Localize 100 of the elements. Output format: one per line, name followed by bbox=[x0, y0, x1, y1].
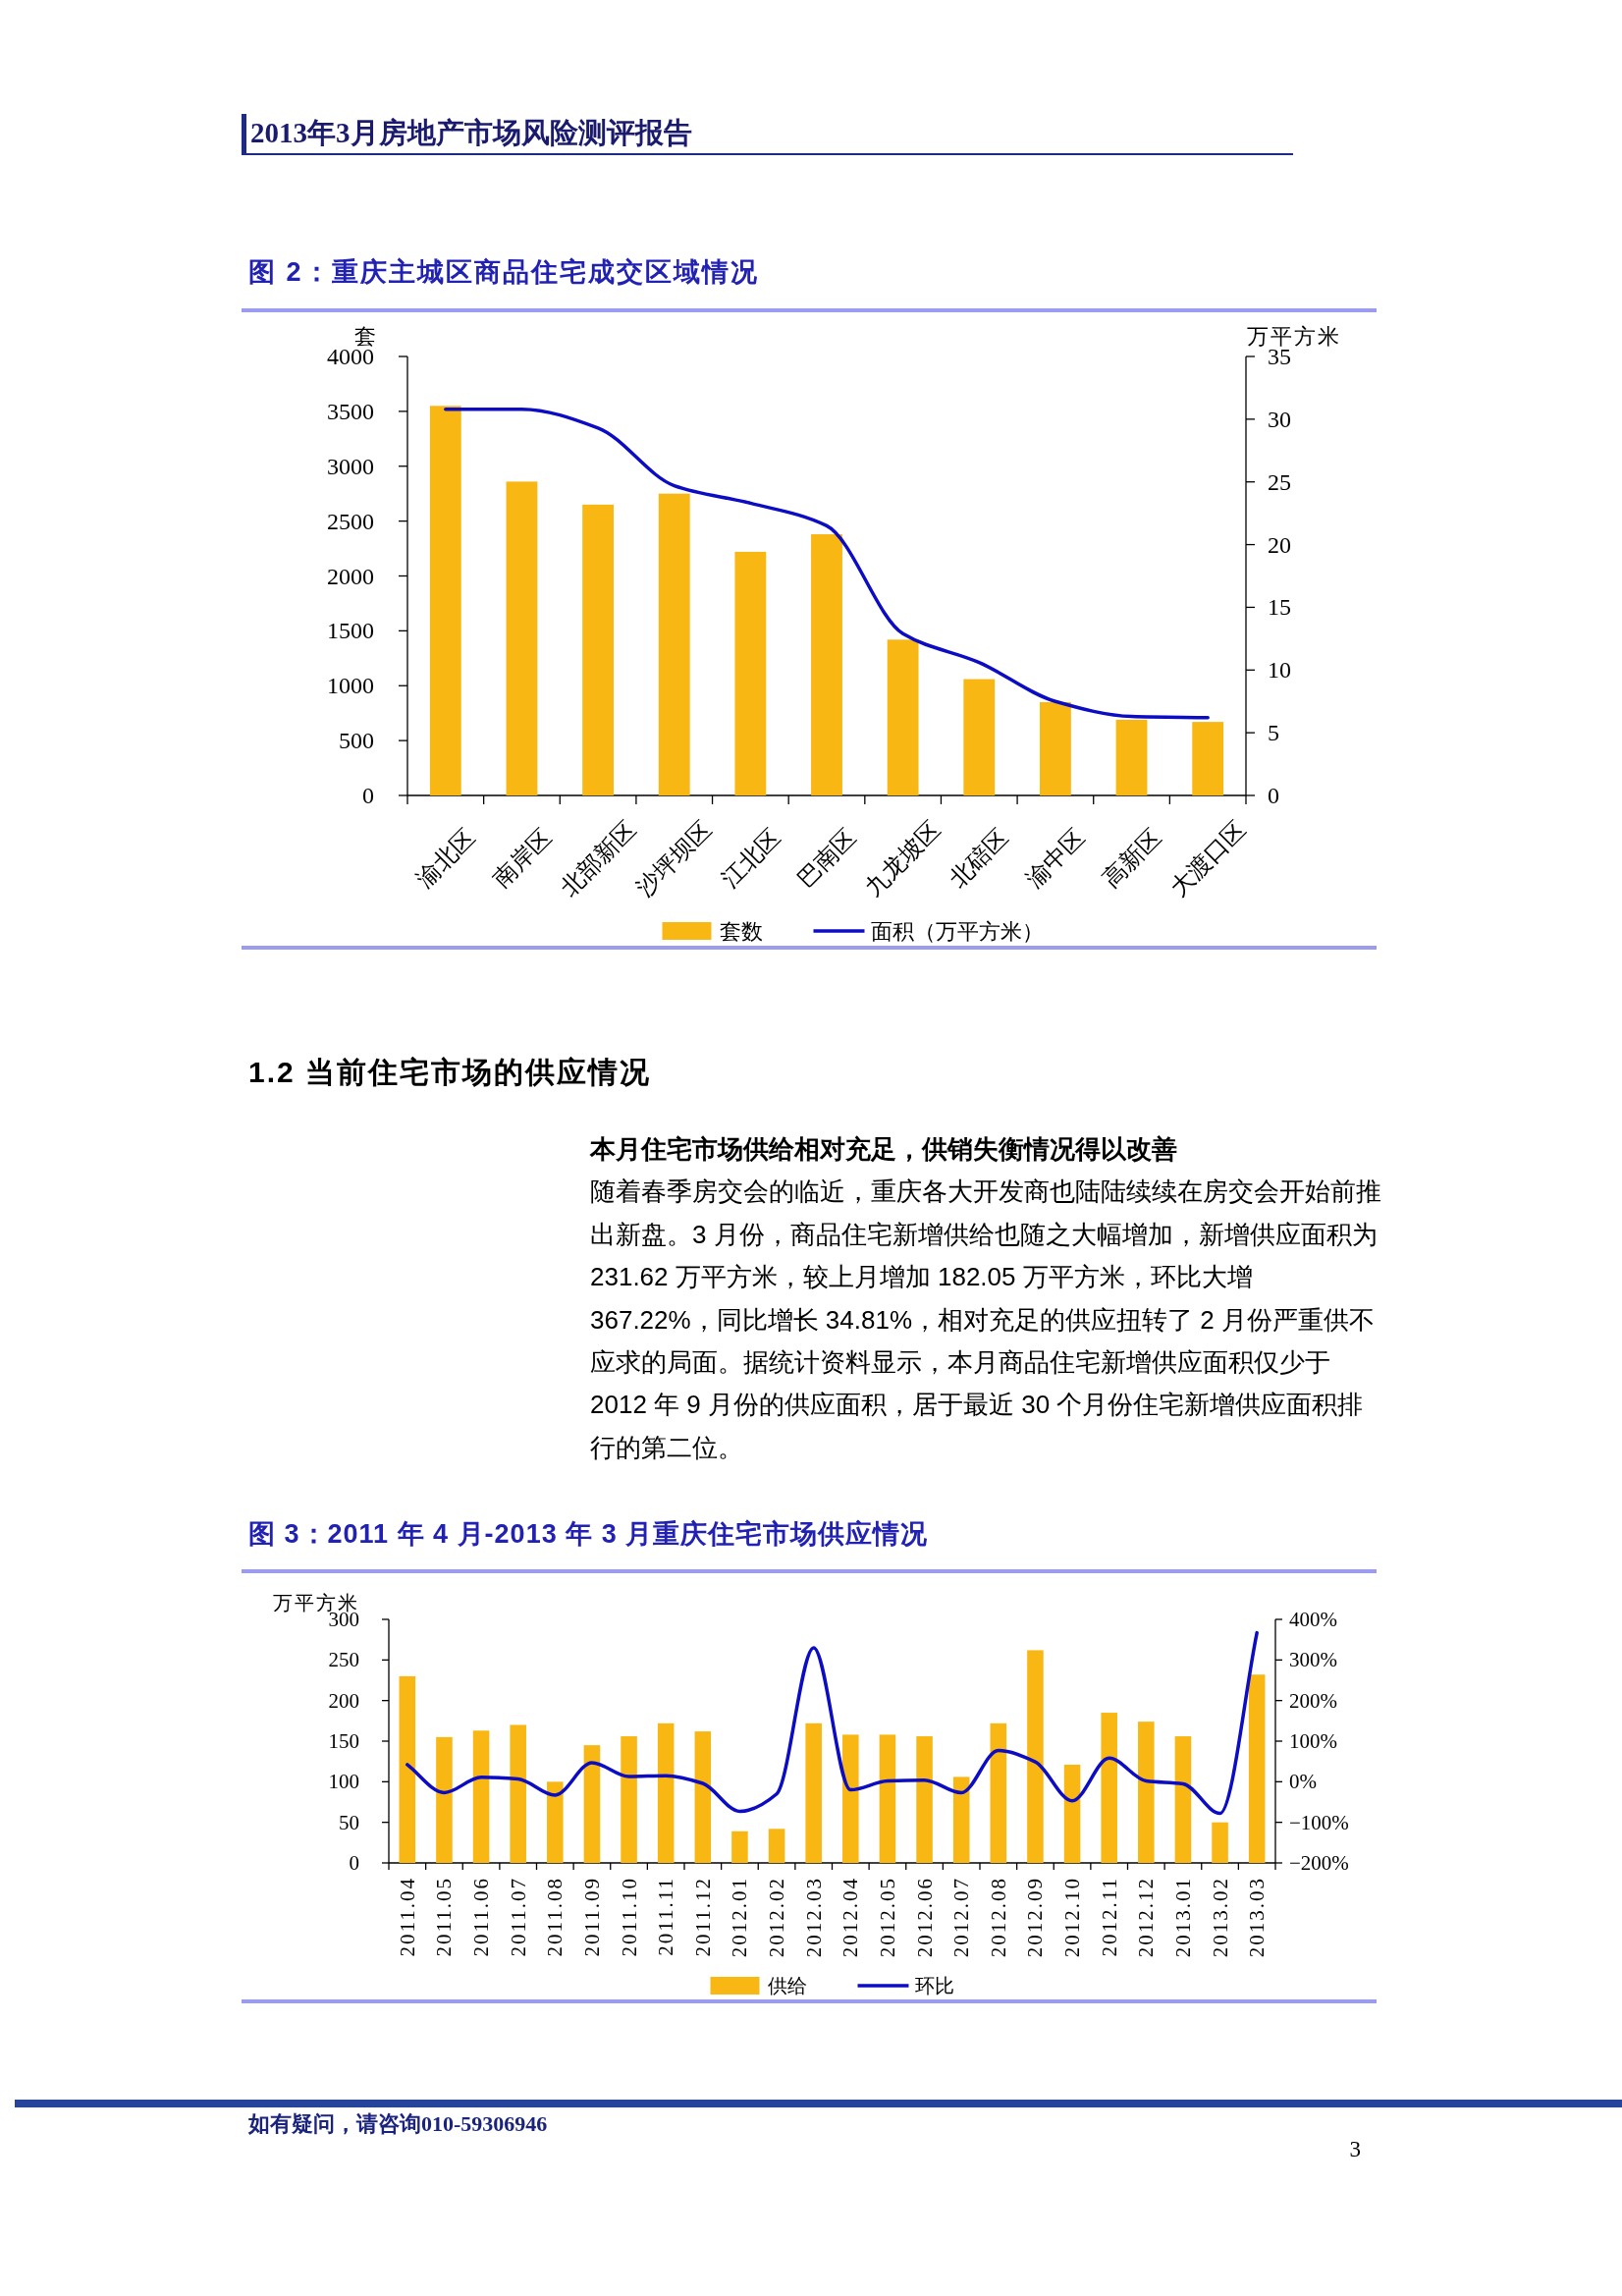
bar bbox=[1212, 1822, 1228, 1863]
y2-tick-label: 0% bbox=[1289, 1770, 1317, 1794]
x-tick-label: 2011.06 bbox=[469, 1877, 494, 1957]
x-tick-label: 2012.12 bbox=[1134, 1877, 1159, 1958]
text: 随着春季房交会的临近，重庆各大开发商也陆陆续续在房交会开始前推出新盘。3 月份，商品住宅新增供给也随之大幅增加，新增供应面积为 231.62 万平方米，较上月增加 182.05 万平方米，环比大增 367.22%，同比增长 34.81%，相对充足的供应扭转了 2 月份严重供不应求的局面。据统计资料显示，本月商品住宅新增供应面积仅少于 2012 年 9 月份的供应面积，居于最近 30 个月份住宅新增供应面积排行的第二位。 bbox=[590, 1175, 1381, 1464]
x-tick-label: 2011.07 bbox=[506, 1877, 530, 1957]
bar bbox=[657, 1722, 675, 1863]
y-tick-label: 3000 bbox=[327, 453, 374, 479]
y2-axis-title: 万平方米 bbox=[1247, 323, 1341, 349]
x-tick-label: 高新区 bbox=[1097, 824, 1166, 893]
x-tick-label: 2011.10 bbox=[617, 1877, 641, 1957]
x-tick-label: 2012.03 bbox=[801, 1877, 826, 1958]
x-tick-label: 2011.08 bbox=[543, 1877, 568, 1957]
y-tick-label: 0 bbox=[362, 783, 374, 808]
x-tick-label: 2012.09 bbox=[1023, 1877, 1048, 1958]
bar bbox=[429, 406, 461, 795]
x-tick-label: 2012.01 bbox=[728, 1877, 752, 1958]
bar bbox=[731, 1831, 748, 1863]
bar bbox=[768, 1829, 785, 1863]
y2-tick-label: 300% bbox=[1289, 1648, 1337, 1672]
bar bbox=[842, 1734, 859, 1863]
y-tick-label: 150 bbox=[328, 1729, 359, 1753]
x-tick-label: 2011.04 bbox=[395, 1877, 419, 1957]
y2-tick-label: 20 bbox=[1268, 531, 1291, 558]
bar bbox=[658, 493, 690, 795]
y-tick-label: 2000 bbox=[327, 563, 374, 589]
bar bbox=[952, 1777, 970, 1863]
legend-label: 面积（万平方米） bbox=[870, 918, 1031, 944]
x-tick-label: 2013.02 bbox=[1208, 1877, 1232, 1958]
y-tick-label: 200 bbox=[328, 1688, 359, 1713]
bar bbox=[399, 1675, 416, 1863]
chart-title: 图 2：重庆主城区商品住宅成交区域情况 bbox=[248, 257, 759, 287]
text: 如有疑问，请咨询010-59306946 bbox=[248, 2110, 548, 2138]
y2-tick-label: 30 bbox=[1268, 406, 1291, 432]
y2-tick-label: 15 bbox=[1268, 594, 1291, 621]
x-tick-label: 巴南区 bbox=[792, 824, 861, 893]
bar bbox=[916, 1736, 933, 1863]
bar bbox=[510, 1724, 526, 1863]
bar bbox=[1115, 719, 1148, 795]
x-tick-label: 2012.04 bbox=[838, 1877, 863, 1958]
y2-tick-label: −100% bbox=[1289, 1810, 1349, 1834]
bar bbox=[582, 504, 615, 795]
x-tick-label: 渝北区 bbox=[411, 824, 480, 893]
x-tick-label: 2012.11 bbox=[1097, 1877, 1121, 1957]
legend-label: 供给 bbox=[767, 1975, 807, 1996]
bar bbox=[805, 1722, 822, 1863]
chart-title: 图 3：2011 年 4 月-2013 年 3 月重庆住宅市场供应情况 bbox=[248, 1519, 929, 1549]
x-tick-label: 江北区 bbox=[716, 824, 785, 893]
legend-label: 环比 bbox=[914, 1975, 954, 1996]
text: 本月住宅市场供给相对充足，供销失衡情况得以改善 bbox=[590, 1133, 1177, 1166]
y-tick-label: 2500 bbox=[327, 508, 374, 534]
bar bbox=[1063, 1764, 1081, 1863]
x-tick-label: 2012.02 bbox=[765, 1877, 789, 1958]
x-tick-label: 渝中区 bbox=[1021, 824, 1090, 893]
x-tick-label: 九龙坡区 bbox=[860, 815, 946, 902]
y2-tick-label: 400% bbox=[1289, 1608, 1337, 1631]
x-tick-label: 2011.12 bbox=[690, 1877, 715, 1957]
x-tick-label: 南岸区 bbox=[487, 824, 557, 893]
bar bbox=[1101, 1713, 1117, 1863]
legend-label: 套数 bbox=[719, 918, 763, 944]
bar bbox=[1248, 1674, 1266, 1863]
bar bbox=[506, 481, 538, 795]
y-tick-label: 3500 bbox=[327, 398, 374, 424]
bar bbox=[694, 1731, 712, 1863]
x-tick-label: 2012.06 bbox=[912, 1877, 937, 1958]
bar bbox=[472, 1730, 490, 1863]
y-tick-label: 500 bbox=[339, 728, 374, 754]
x-tick-label: 2012.07 bbox=[949, 1877, 974, 1958]
y-tick-label: 0 bbox=[349, 1851, 359, 1875]
bar bbox=[887, 639, 919, 795]
y2-tick-label: 200% bbox=[1289, 1688, 1337, 1713]
y2-tick-label: 25 bbox=[1268, 468, 1291, 495]
bar bbox=[963, 679, 996, 795]
x-tick-label: 北碚区 bbox=[945, 824, 1013, 893]
y-tick-label: 1000 bbox=[327, 673, 374, 699]
bar bbox=[1174, 1736, 1192, 1863]
x-tick-label: 2012.10 bbox=[1060, 1877, 1085, 1958]
y2-tick-label: 100% bbox=[1289, 1729, 1337, 1753]
bar bbox=[811, 534, 842, 795]
x-tick-label: 2011.09 bbox=[579, 1877, 604, 1957]
y2-tick-label: 10 bbox=[1268, 657, 1291, 683]
x-tick-label: 2011.05 bbox=[432, 1877, 457, 1957]
bar bbox=[1027, 1650, 1044, 1863]
text: 1.2 当前住宅市场的供应情况 bbox=[248, 1055, 652, 1090]
x-tick-label: 2013.01 bbox=[1170, 1877, 1195, 1958]
text: 2013年3月房地产市场风险测评报告 bbox=[250, 116, 692, 149]
x-tick-label: 2013.03 bbox=[1245, 1877, 1270, 1958]
bar bbox=[436, 1736, 453, 1863]
x-tick-label: 2011.11 bbox=[654, 1877, 678, 1956]
y-tick-label: 1500 bbox=[327, 618, 374, 644]
bar bbox=[734, 551, 767, 795]
bar bbox=[547, 1781, 564, 1863]
text: 3 bbox=[1349, 2137, 1361, 2162]
y-tick-label: 100 bbox=[328, 1770, 359, 1794]
y-tick-label: 250 bbox=[328, 1648, 359, 1672]
y2-tick-label: 5 bbox=[1268, 720, 1279, 746]
bar bbox=[1039, 702, 1071, 795]
y-tick-label: 50 bbox=[339, 1810, 359, 1834]
bar bbox=[583, 1745, 601, 1863]
x-tick-label: 大渡口区 bbox=[1165, 815, 1251, 902]
